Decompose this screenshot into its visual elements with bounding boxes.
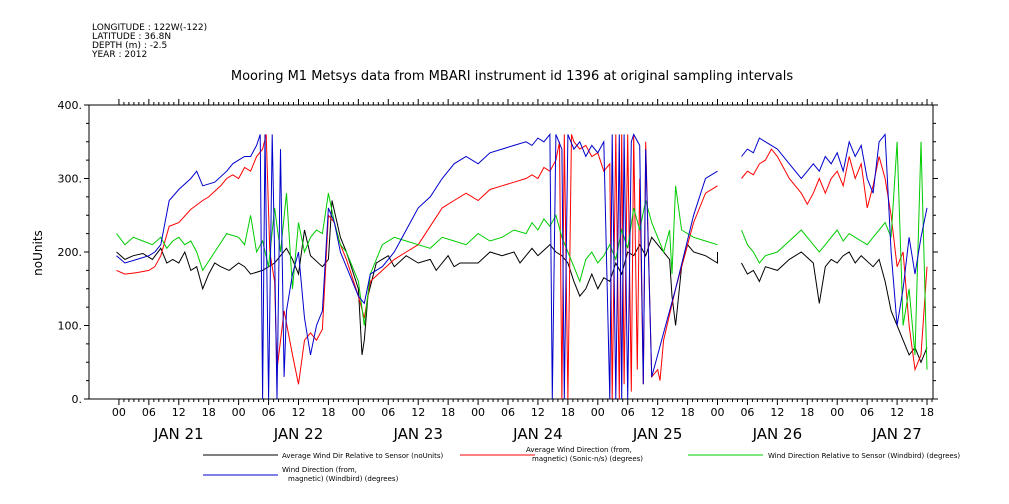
x-tick-label: 06 <box>621 406 635 419</box>
plot-frame <box>88 104 934 400</box>
x-tick-label: 06 <box>740 406 754 419</box>
x-tick-label: 00 <box>591 406 605 419</box>
metadata-line: DEPTH (m) : -2.5 <box>92 41 167 51</box>
y-tick-label: 400. <box>58 99 83 112</box>
x-tick-label: 12 <box>651 406 665 419</box>
day-label: JAN 21 <box>153 425 204 443</box>
series-line-3 <box>741 141 928 370</box>
day-label: JAN 26 <box>752 425 803 443</box>
x-tick-label: 12 <box>292 406 306 419</box>
legend-label: Average Wind Dir Relative to Sensor (noU… <box>282 452 443 460</box>
x-tick-label: 00 <box>351 406 365 419</box>
x-tick-label: 06 <box>142 406 156 419</box>
x-tick-label: 12 <box>172 406 186 419</box>
x-tick-label: 06 <box>262 406 276 419</box>
x-tick-label: 18 <box>202 406 216 419</box>
legend-label: Average Wind Direction (from, <box>526 446 632 454</box>
chart-title: Mooring M1 Metsys data from MBARI instru… <box>231 69 793 84</box>
metadata-line: LONGITUDE : 122W(-122) <box>92 23 207 33</box>
series-line-1 <box>741 251 928 364</box>
x-tick-label: 18 <box>321 406 335 419</box>
y-tick-label: 0. <box>72 393 83 406</box>
x-tick-label: 00 <box>112 406 126 419</box>
x-tick-label: 06 <box>501 406 515 419</box>
x-tick-label: 18 <box>441 406 455 419</box>
series-line-4 <box>116 133 718 400</box>
series-line-4 <box>741 133 928 326</box>
metadata-line: YEAR : 2012 <box>91 50 147 60</box>
x-tick-label: 18 <box>561 406 575 419</box>
series-lines <box>116 133 928 400</box>
day-label: JAN 25 <box>632 425 683 443</box>
y-axis-label: noUnits <box>31 230 45 276</box>
x-tick-label: 12 <box>531 406 545 419</box>
y-tick-label: 100. <box>58 320 83 333</box>
series-line-2 <box>741 148 928 372</box>
day-label: JAN 27 <box>871 425 922 443</box>
x-tick-label: 12 <box>890 406 904 419</box>
legend-label: Wind Direction Relative to Sensor (Windb… <box>768 452 960 460</box>
y-tick-label: 300. <box>58 173 83 186</box>
series-line-3 <box>116 185 718 326</box>
legend-label: magnetic) (Windbird) (degrees) <box>288 475 399 483</box>
day-label: JAN 22 <box>273 425 324 443</box>
plot-area <box>88 104 934 400</box>
day-label: JAN 23 <box>392 425 443 443</box>
y-tick-label: 200. <box>58 246 83 259</box>
metadata-line: LATITUDE : 36.8N <box>92 32 171 42</box>
legend: Average Wind Dir Relative to Sensor (noU… <box>203 446 960 483</box>
x-tick-label: 18 <box>681 406 695 419</box>
axes: 0. 100. 200. 300. 400. 00 06 12 18 00 06 12 18 00 06 12… <box>58 99 938 443</box>
x-tick-label: 18 <box>800 406 814 419</box>
legend-label: Wind Direction (from, <box>282 466 357 474</box>
legend-label: magnetic) (Sonic-n/s) (degrees) <box>532 455 643 463</box>
x-tick-label: 12 <box>770 406 784 419</box>
x-tick-label: 00 <box>830 406 844 419</box>
metadata-block: LONGITUDE : 122W(-122)LATITUDE : 36.8NDE… <box>91 23 207 60</box>
x-tick-label: 06 <box>860 406 874 419</box>
x-tick-label: 00 <box>232 406 246 419</box>
day-label: JAN 24 <box>512 425 563 443</box>
series-line-1 <box>116 200 718 355</box>
x-tick-label: 18 <box>920 406 934 419</box>
x-tick-label: 00 <box>711 406 725 419</box>
x-tick-label: 12 <box>411 406 425 419</box>
x-tick-label: 06 <box>381 406 395 419</box>
x-tick-label: 00 <box>471 406 485 419</box>
